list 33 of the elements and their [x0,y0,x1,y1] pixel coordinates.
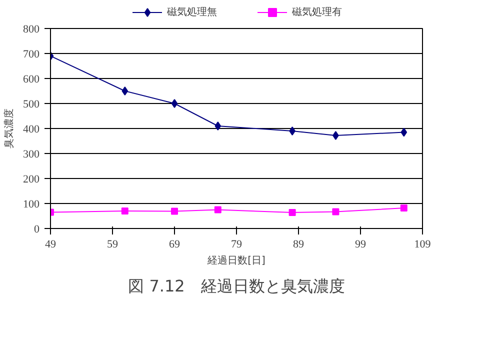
legend-label: 磁気処理無 [167,6,217,19]
point [214,122,222,130]
point [400,204,408,212]
x-tick-label: 69 [169,238,180,250]
text: 図 7.12 経過日数と臭気濃度 [128,276,345,296]
y-tick-label: 400 [23,124,40,136]
x-axis-title: 経過日数[日] [206,256,266,266]
legend-label: 磁気処理有 [292,6,342,19]
point [289,126,296,136]
point [332,208,340,216]
point [400,128,408,137]
y-tick-label: 600 [23,74,40,86]
point [171,99,178,108]
x-tick-label: 89 [293,238,304,250]
y-tick-label: 700 [23,48,40,60]
y-tick-label: 500 [23,98,40,110]
y-axis-title: 臭気濃度 [3,108,15,148]
y-tick-label: 800 [23,24,40,36]
x-tick-label: 99 [355,238,366,250]
x-tick-label: 59 [107,238,118,250]
y-tick-label: 0 [34,224,40,236]
point [171,208,178,215]
y-tick-label: 200 [23,174,40,186]
x-tick-label: 49 [45,238,56,250]
point [214,206,222,214]
point [332,131,339,140]
x-tick-label: 79 [231,238,242,250]
point [122,86,128,96]
point [121,208,128,214]
x-tick-label: 109 [414,238,432,250]
y-tick-label: 100 [23,198,40,210]
y-tick-label: 300 [23,148,40,160]
point [288,209,296,216]
